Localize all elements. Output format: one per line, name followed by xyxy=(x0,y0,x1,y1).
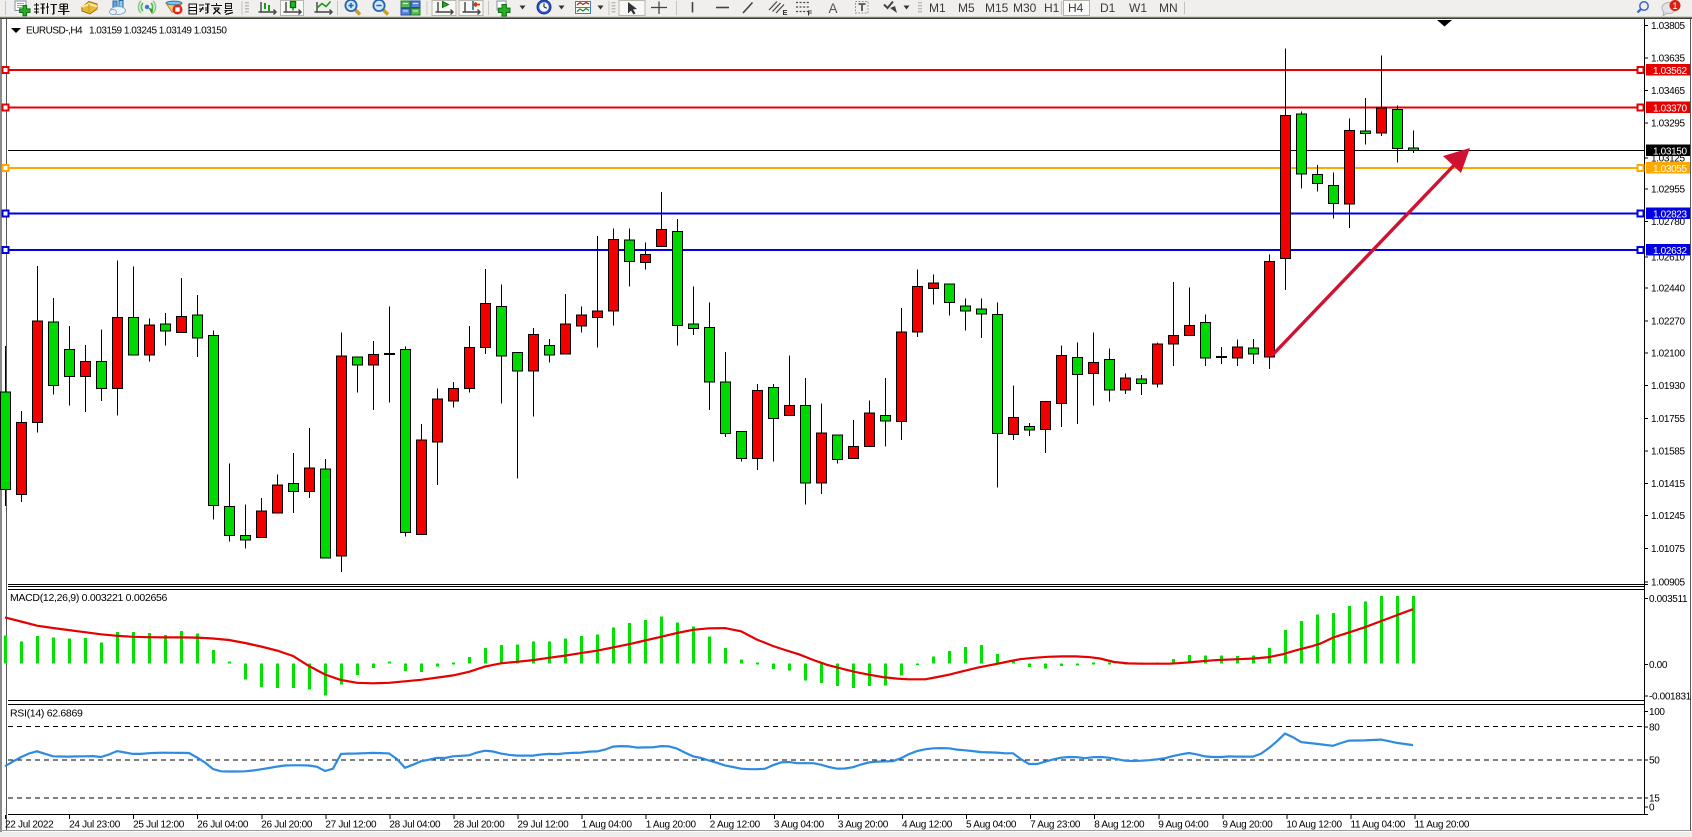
svg-text:1.03055: 1.03055 xyxy=(1653,164,1687,175)
svg-text:M15: M15 xyxy=(985,1,1009,15)
svg-text:A: A xyxy=(829,1,838,16)
svg-text:24 Jul 23:00: 24 Jul 23:00 xyxy=(69,820,121,831)
svg-text:1.02270: 1.02270 xyxy=(1651,316,1685,327)
svg-text:22 Jul 2022: 22 Jul 2022 xyxy=(5,820,54,831)
svg-text:100: 100 xyxy=(1649,707,1665,718)
svg-text:1.02440: 1.02440 xyxy=(1651,284,1685,295)
svg-text:15: 15 xyxy=(1649,793,1660,804)
svg-text:1 Aug 04:00: 1 Aug 04:00 xyxy=(582,820,633,831)
svg-text:EURUSD-,H4 1.03159 1.03245 1: EURUSD-,H4 1.03159 1.03245 1.03149 1.031… xyxy=(26,26,227,37)
svg-text:1.03150: 1.03150 xyxy=(1653,147,1687,158)
svg-text:1.00905: 1.00905 xyxy=(1651,578,1685,589)
svg-text:1.02955: 1.02955 xyxy=(1651,185,1685,196)
svg-text:0: 0 xyxy=(1649,803,1655,814)
svg-text:1.02823: 1.02823 xyxy=(1653,210,1687,221)
svg-text:27 Jul 12:00: 27 Jul 12:00 xyxy=(325,820,377,831)
svg-text:50: 50 xyxy=(1649,756,1660,767)
svg-text:7 Aug 23:00: 7 Aug 23:00 xyxy=(1030,820,1081,831)
svg-text:1.02632: 1.02632 xyxy=(1653,246,1687,257)
svg-text:MN: MN xyxy=(1159,1,1178,15)
svg-text:11 Aug 04:00: 11 Aug 04:00 xyxy=(1350,820,1405,831)
svg-text:26 Jul 04:00: 26 Jul 04:00 xyxy=(197,820,249,831)
svg-text:1.03465: 1.03465 xyxy=(1651,86,1685,97)
svg-text:5 Aug 04:00: 5 Aug 04:00 xyxy=(966,820,1017,831)
svg-text:1.02100: 1.02100 xyxy=(1651,349,1685,360)
svg-text:9 Aug 04:00: 9 Aug 04:00 xyxy=(1158,820,1209,831)
svg-text:F: F xyxy=(808,9,813,18)
svg-text:1.03125: 1.03125 xyxy=(1651,154,1685,165)
svg-text:0.003511: 0.003511 xyxy=(1649,594,1688,605)
svg-text:1.01930: 1.01930 xyxy=(1651,381,1685,392)
svg-text:-0.001831: -0.001831 xyxy=(1649,692,1692,703)
svg-text:H1: H1 xyxy=(1044,1,1060,15)
svg-text:RSI(14) 62.6869: RSI(14) 62.6869 xyxy=(10,708,83,720)
svg-text:25 Jul 12:00: 25 Jul 12:00 xyxy=(133,820,185,831)
svg-text:D1: D1 xyxy=(1100,1,1116,15)
svg-text:28 Jul 20:00: 28 Jul 20:00 xyxy=(453,820,505,831)
svg-text:M5: M5 xyxy=(958,1,975,15)
svg-text:1.03295: 1.03295 xyxy=(1651,119,1685,130)
svg-text:2 Aug 12:00: 2 Aug 12:00 xyxy=(710,820,761,831)
svg-text:9 Aug 20:00: 9 Aug 20:00 xyxy=(1222,820,1273,831)
svg-text:28 Jul 04:00: 28 Jul 04:00 xyxy=(389,820,441,831)
svg-text:8 Aug 12:00: 8 Aug 12:00 xyxy=(1094,820,1145,831)
svg-text:29 Jul 12:00: 29 Jul 12:00 xyxy=(518,820,570,831)
svg-text:4 Aug 12:00: 4 Aug 12:00 xyxy=(902,820,953,831)
svg-text:1.01415: 1.01415 xyxy=(1651,479,1685,490)
svg-text:1.03635: 1.03635 xyxy=(1651,54,1685,65)
svg-text:10 Aug 12:00: 10 Aug 12:00 xyxy=(1286,820,1342,831)
svg-text:3 Aug 04:00: 3 Aug 04:00 xyxy=(774,820,825,831)
svg-text:W1: W1 xyxy=(1129,1,1147,15)
svg-text:3 Aug 20:00: 3 Aug 20:00 xyxy=(838,820,889,831)
svg-text:1.01585: 1.01585 xyxy=(1651,447,1685,458)
svg-text:1.01755: 1.01755 xyxy=(1651,414,1685,425)
svg-text:1.01075: 1.01075 xyxy=(1651,544,1685,555)
svg-text:1.02780: 1.02780 xyxy=(1651,217,1685,228)
svg-text:H4: H4 xyxy=(1068,1,1084,15)
svg-text:1.01245: 1.01245 xyxy=(1651,511,1685,522)
svg-text:MACD(12,26,9) 0.003221 0.00265: MACD(12,26,9) 0.003221 0.002656 xyxy=(10,592,168,604)
svg-text:11 Aug 20:00: 11 Aug 20:00 xyxy=(1415,820,1470,831)
svg-text:26 Jul 20:00: 26 Jul 20:00 xyxy=(261,820,313,831)
svg-text:80: 80 xyxy=(1649,723,1660,734)
svg-text:1: 1 xyxy=(1672,1,1677,11)
svg-text:0.00: 0.00 xyxy=(1649,660,1668,671)
svg-text:E: E xyxy=(783,8,788,17)
svg-text:1.03370: 1.03370 xyxy=(1653,104,1687,115)
svg-text:1.03805: 1.03805 xyxy=(1651,21,1685,32)
svg-text:M1: M1 xyxy=(929,1,946,15)
svg-text:1.03562: 1.03562 xyxy=(1653,66,1687,77)
svg-text:M30: M30 xyxy=(1013,1,1037,15)
svg-text:1.02610: 1.02610 xyxy=(1651,253,1685,264)
svg-text:1 Aug 20:00: 1 Aug 20:00 xyxy=(646,820,697,831)
